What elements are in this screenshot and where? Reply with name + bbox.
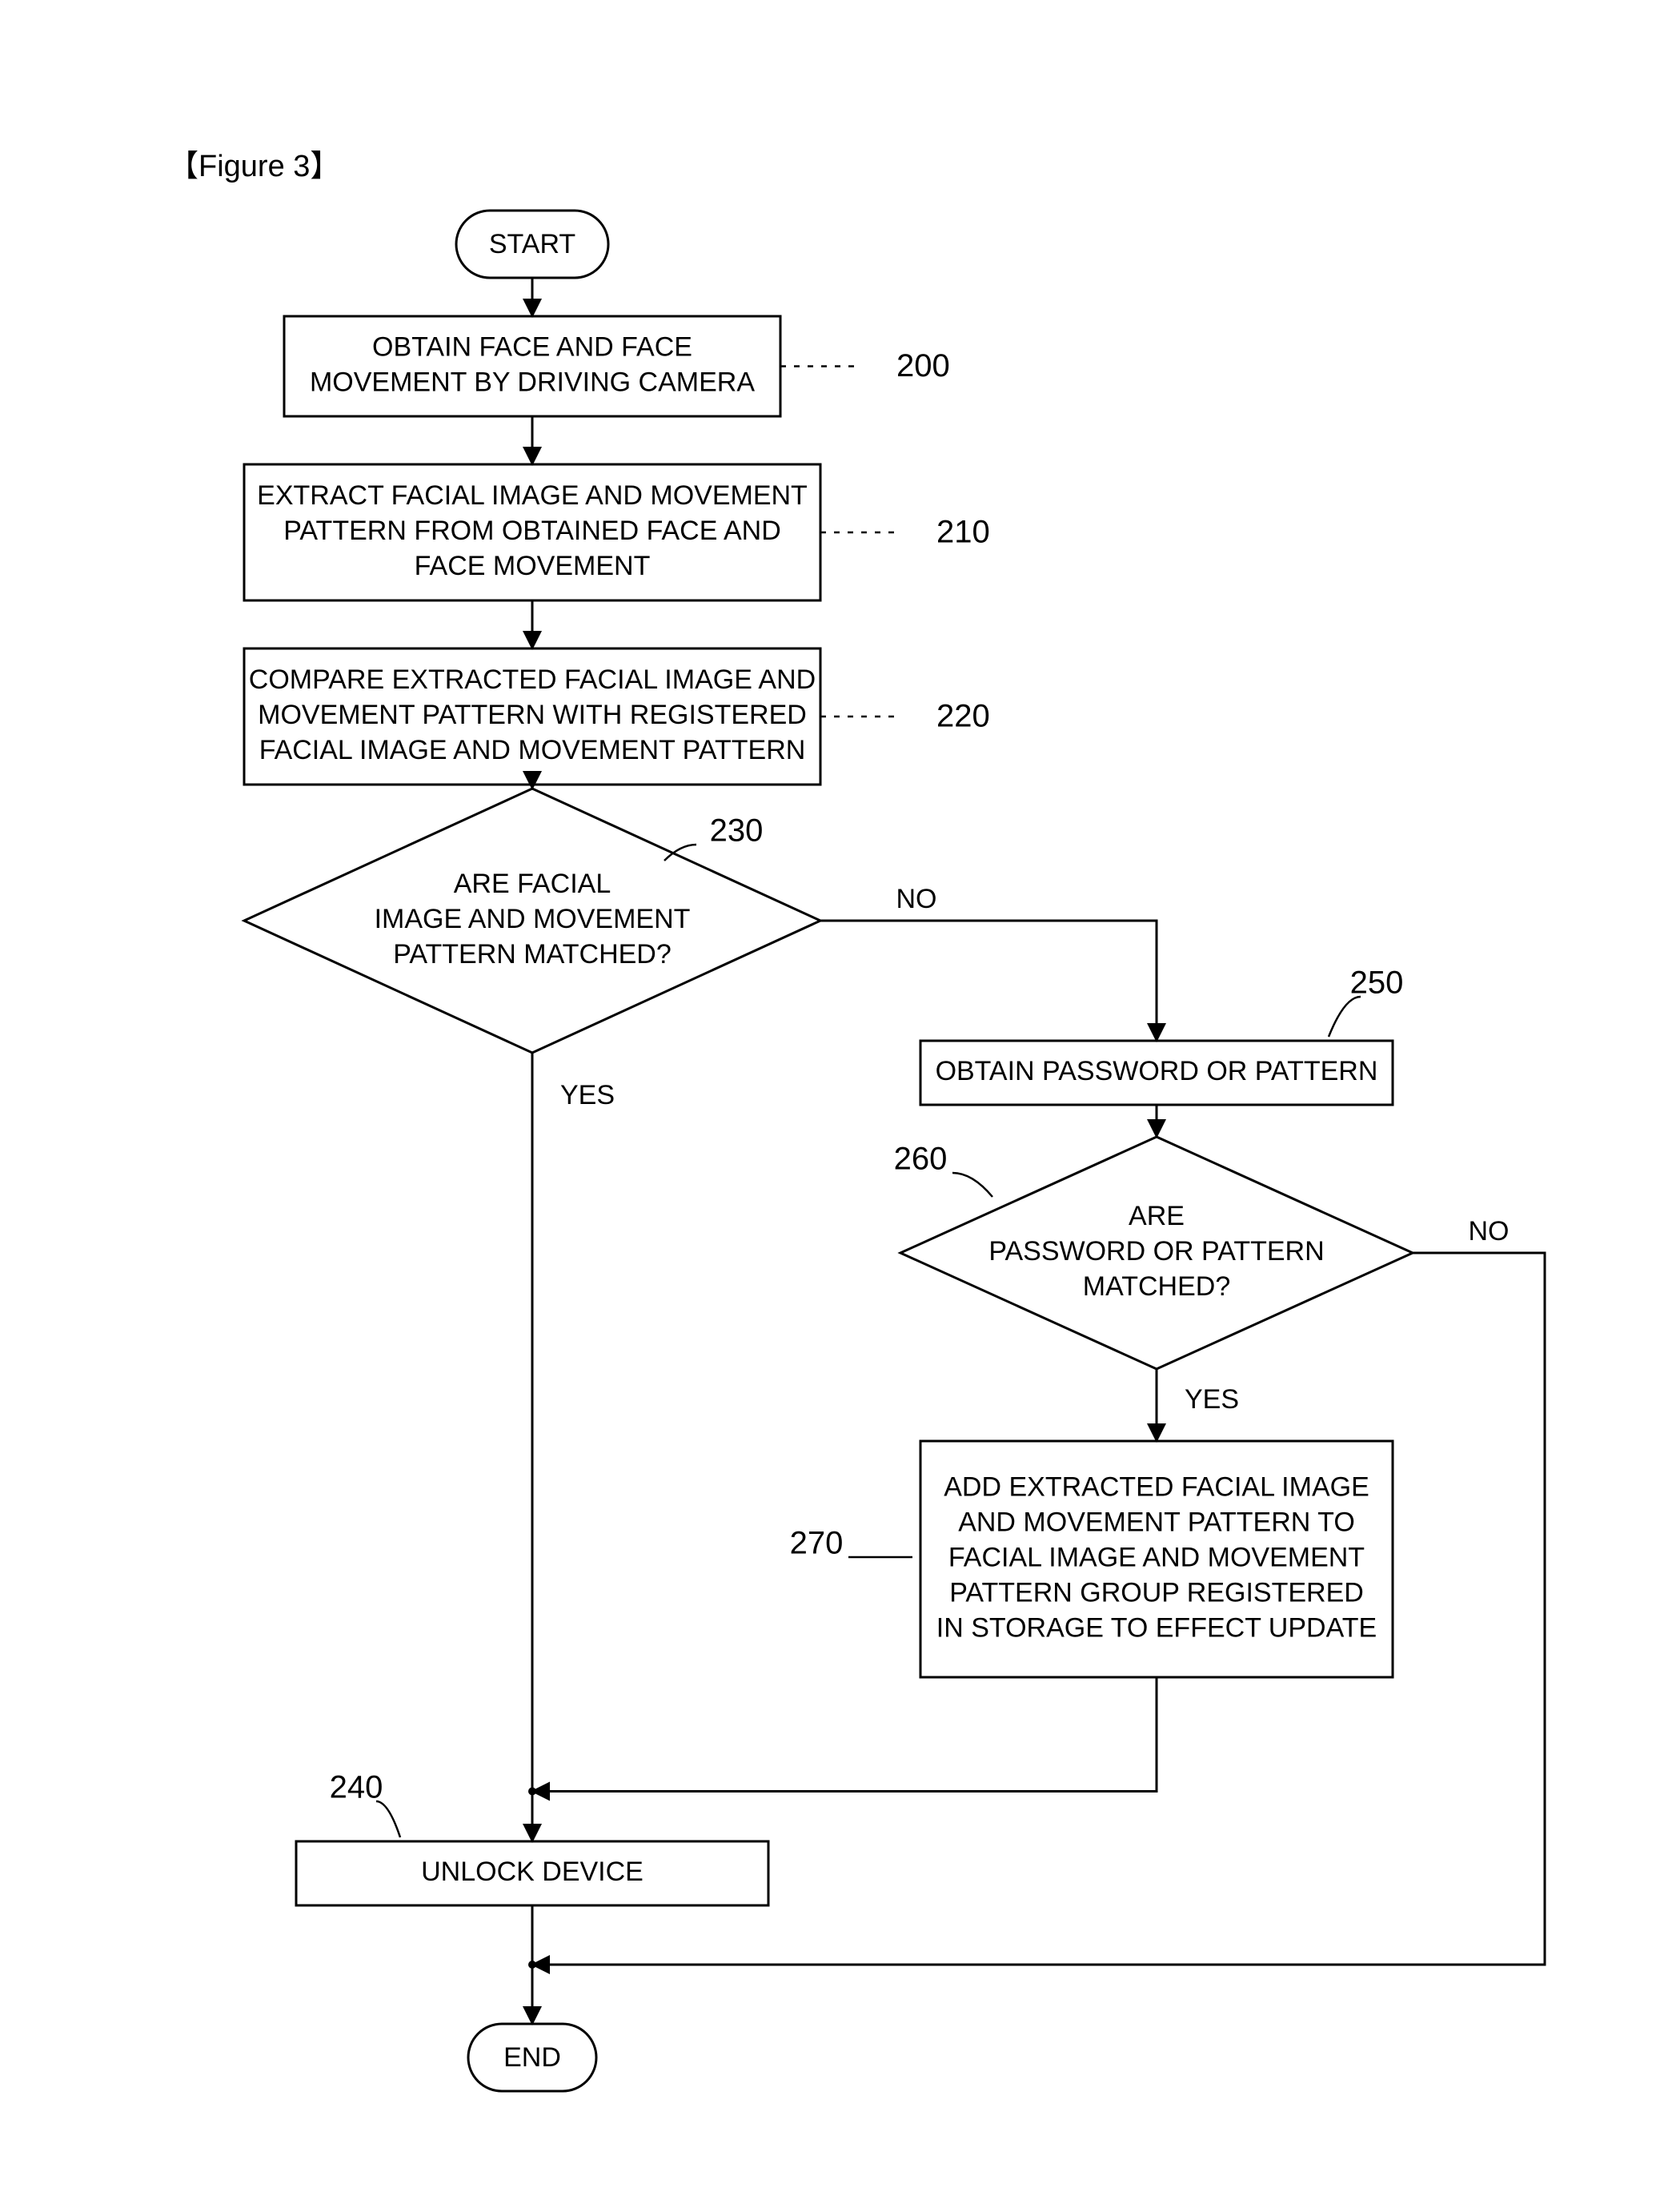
process-210-text: PATTERN FROM OBTAINED FACE AND xyxy=(283,516,781,546)
ref-260-leader xyxy=(952,1173,992,1197)
process-210-text: EXTRACT FACIAL IMAGE AND MOVEMENT xyxy=(257,480,808,511)
ref-270: 270 xyxy=(790,1526,844,1561)
process-270-text: FACIAL IMAGE AND MOVEMENT xyxy=(948,1542,1365,1572)
process-250-text: OBTAIN PASSWORD OR PATTERN xyxy=(936,1056,1378,1086)
decision-230-text: ARE FACIAL xyxy=(454,869,611,899)
decision-260-text: MATCHED? xyxy=(1083,1271,1231,1302)
decision-260-text: PASSWORD OR PATTERN xyxy=(988,1236,1324,1267)
edge-260-yes-label: YES xyxy=(1185,1384,1239,1415)
junction-above-240 xyxy=(528,1788,536,1796)
process-220-text: MOVEMENT PATTERN WITH REGISTERED xyxy=(258,700,807,730)
edge-230-yes-label: YES xyxy=(560,1080,615,1110)
ref-240: 240 xyxy=(330,1770,383,1805)
process-270-text: AND MOVEMENT PATTERN TO xyxy=(958,1507,1355,1537)
decision-230-text: IMAGE AND MOVEMENT xyxy=(375,904,691,934)
decision-230-text: PATTERN MATCHED? xyxy=(393,939,672,970)
process-200-text: MOVEMENT BY DRIVING CAMERA xyxy=(310,367,755,397)
ref-250-leader xyxy=(1329,997,1361,1037)
ref-210: 210 xyxy=(936,515,990,550)
ref-220: 220 xyxy=(936,699,990,734)
process-210-text: FACE MOVEMENT xyxy=(415,551,651,581)
ref-250: 250 xyxy=(1350,965,1404,1001)
process-240-text: UNLOCK DEVICE xyxy=(421,1857,644,1887)
terminal-start-label: START xyxy=(489,229,575,259)
decision-260-text: ARE xyxy=(1129,1201,1185,1231)
process-270-text: IN STORAGE TO EFFECT UPDATE xyxy=(936,1612,1377,1643)
ref-240-leader xyxy=(376,1801,400,1837)
edge-270-240 xyxy=(532,1677,1157,1792)
process-200-text: OBTAIN FACE AND FACE xyxy=(372,331,692,362)
edge-230-250 xyxy=(820,921,1157,1041)
ref-260: 260 xyxy=(894,1142,948,1177)
ref-200: 200 xyxy=(896,348,950,383)
process-220-text: FACIAL IMAGE AND MOVEMENT PATTERN xyxy=(259,735,806,765)
figure-label: 【Figure 3】 xyxy=(168,150,340,183)
junction-below-240 xyxy=(528,1961,536,1969)
terminal-end-label: END xyxy=(503,2042,561,2073)
edge-260-no-label: NO xyxy=(1469,1216,1510,1247)
process-270-text: ADD EXTRACTED FACIAL IMAGE xyxy=(944,1471,1369,1502)
process-270-text: PATTERN GROUP REGISTERED xyxy=(949,1577,1364,1608)
ref-230: 230 xyxy=(710,813,764,849)
edge-230-no-label: NO xyxy=(896,884,937,914)
process-220-text: COMPARE EXTRACTED FACIAL IMAGE AND xyxy=(249,664,816,695)
